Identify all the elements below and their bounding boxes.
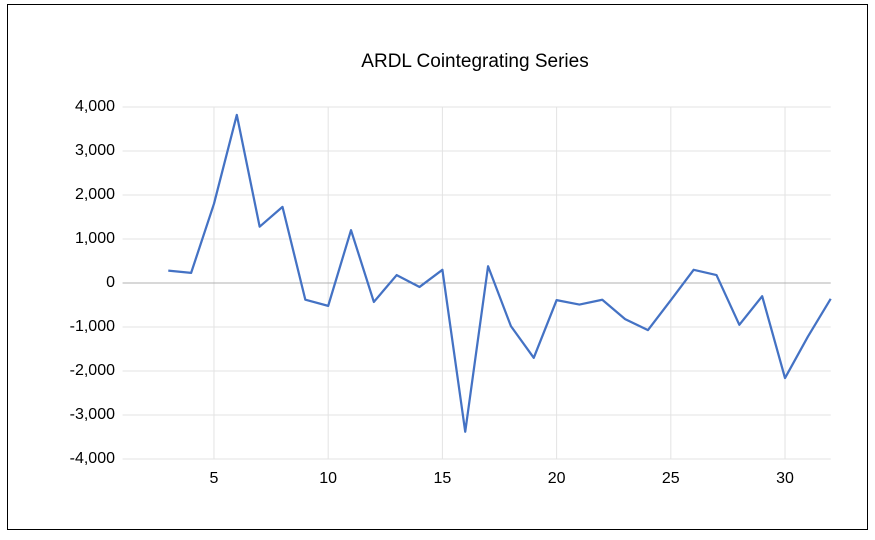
y-tick-label: -3,000 [70, 406, 115, 423]
y-tick-label: -2,000 [70, 362, 115, 379]
y-tick-label: 4,000 [75, 98, 115, 115]
chart-title: ARDL Cointegrating Series [361, 51, 588, 72]
chart-border [7, 4, 868, 530]
line-series [168, 113, 832, 433]
y-tick-label: -4,000 [70, 450, 115, 467]
y-tick-label: 3,000 [75, 142, 115, 159]
x-tick-label: 15 [433, 470, 451, 487]
x-tick-label: 20 [548, 470, 566, 487]
x-tick-label: 30 [776, 470, 794, 487]
x-tick-label: 25 [662, 470, 680, 487]
y-tick-label: 0 [106, 274, 115, 291]
x-tick-label: 5 [210, 470, 219, 487]
y-tick-label: 1,000 [75, 230, 115, 247]
x-tick-label: 10 [319, 470, 337, 487]
y-tick-label: -1,000 [70, 318, 115, 335]
y-tick-label: 2,000 [75, 186, 115, 203]
